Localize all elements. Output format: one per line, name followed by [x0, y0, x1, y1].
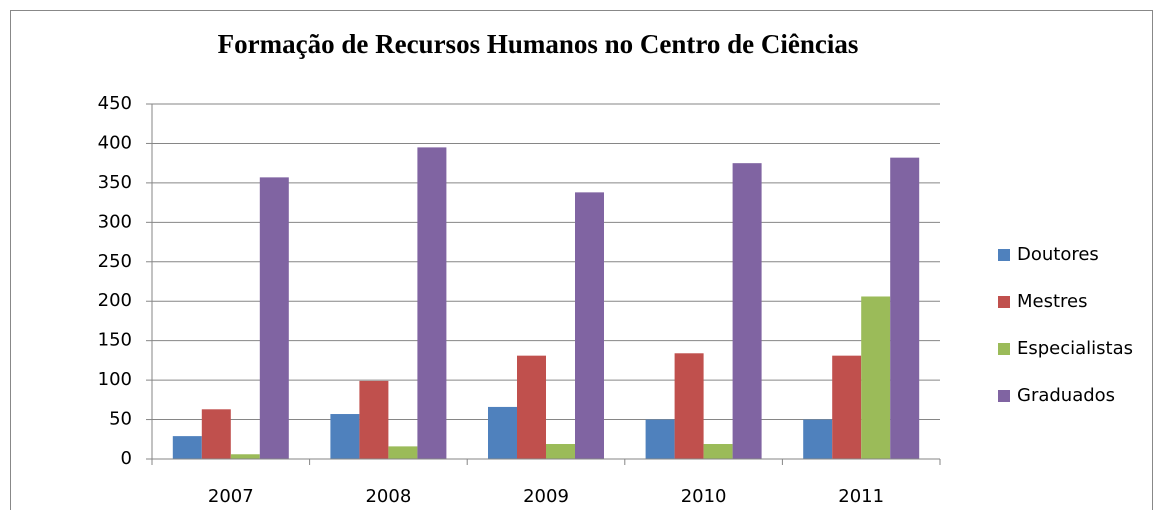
y-tick-label: 200 — [98, 290, 132, 311]
bar — [645, 419, 675, 459]
legend-swatch — [998, 343, 1010, 355]
legend-swatch — [998, 249, 1010, 261]
bar — [359, 380, 389, 459]
y-tick-label: 450 — [98, 93, 132, 114]
y-tick-label: 100 — [98, 369, 132, 390]
bar — [674, 353, 704, 459]
bar — [330, 414, 360, 459]
bar — [517, 355, 546, 459]
bar — [703, 444, 733, 459]
bar — [832, 355, 862, 459]
bar — [488, 406, 517, 459]
bar — [201, 409, 231, 459]
y-tick-label: 400 — [98, 132, 132, 153]
bar — [861, 296, 891, 459]
bar — [732, 163, 762, 459]
bar — [417, 147, 447, 459]
y-tick-label: 0 — [121, 448, 132, 469]
legend-swatch — [998, 390, 1010, 402]
bar — [546, 444, 575, 459]
legend-label: Mestres — [1017, 291, 1088, 312]
bar — [388, 446, 418, 459]
x-tick-label: 2008 — [365, 486, 411, 507]
x-tick-label: 2009 — [523, 486, 569, 507]
legend-label: Graduados — [1017, 385, 1115, 406]
y-tick-label: 350 — [98, 172, 132, 193]
legend-label: Doutores — [1017, 244, 1099, 265]
bar — [890, 157, 920, 459]
x-tick-label: 2010 — [681, 486, 727, 507]
y-tick-label: 300 — [98, 211, 132, 232]
y-tick-label: 150 — [98, 330, 132, 351]
y-tick-label: 50 — [109, 409, 132, 430]
legend-label: Especialistas — [1017, 338, 1133, 359]
bar — [172, 436, 202, 459]
chart-title: Formação de Recursos Humanos no Centro d… — [218, 29, 859, 59]
bar — [230, 454, 260, 459]
legend-swatch — [998, 296, 1010, 308]
y-tick-label: 250 — [98, 251, 132, 272]
bar — [575, 192, 604, 459]
bar — [259, 177, 289, 459]
x-tick-label: 2011 — [838, 486, 884, 507]
bar — [803, 419, 833, 459]
x-tick-label: 2007 — [208, 486, 254, 507]
